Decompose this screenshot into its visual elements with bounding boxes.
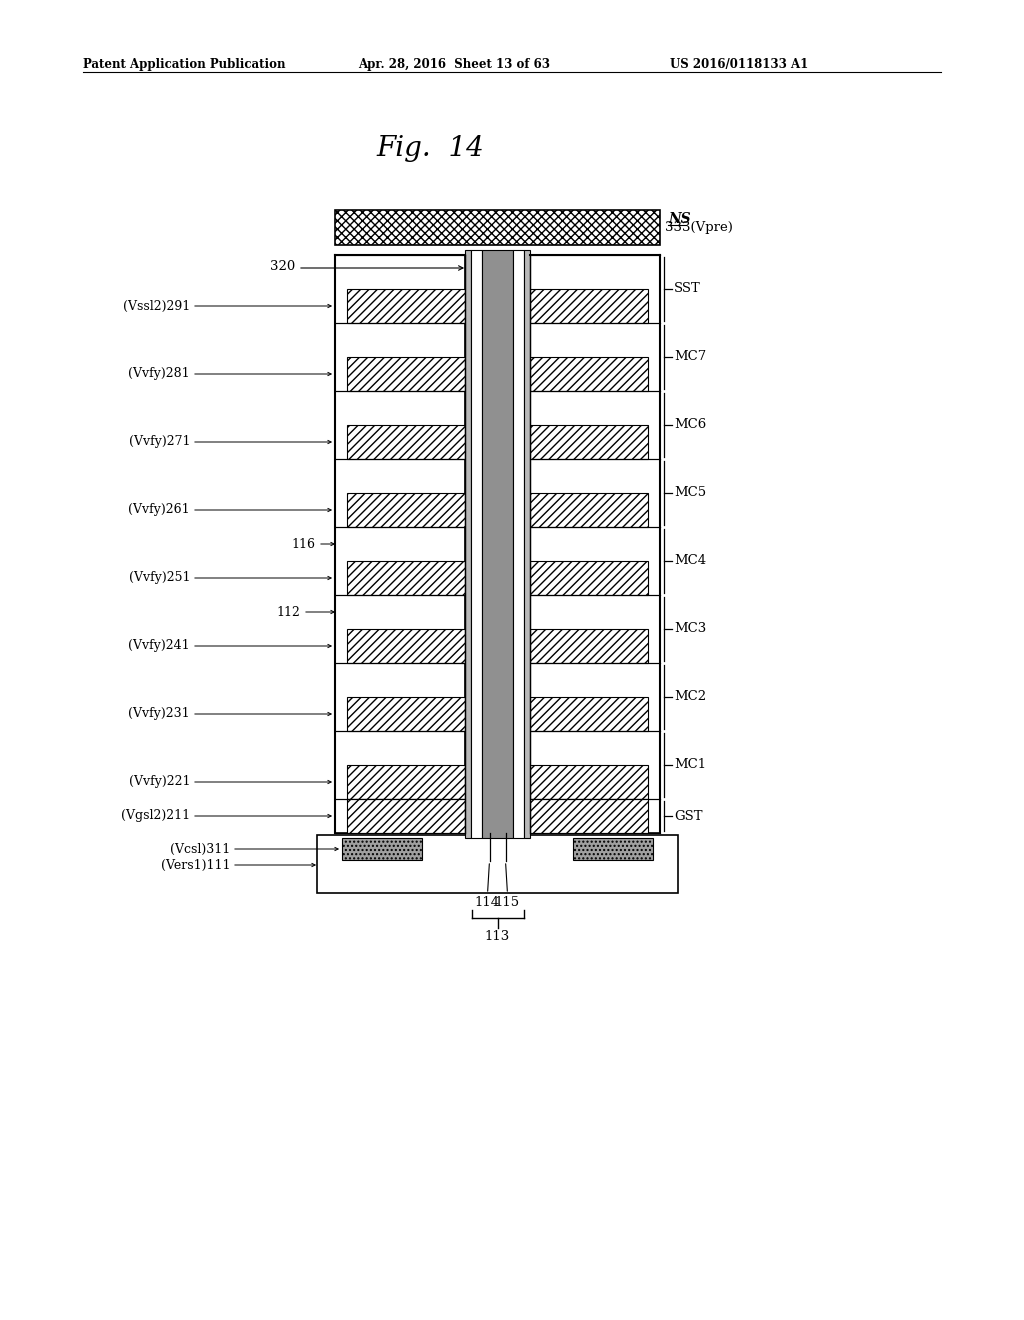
Text: MC6: MC6: [674, 418, 707, 432]
Bar: [347, 492, 465, 527]
Text: (Vvfy)231: (Vvfy)231: [128, 708, 190, 721]
Bar: [530, 425, 648, 459]
Bar: [530, 492, 648, 527]
Bar: [342, 838, 422, 861]
Text: 320: 320: [269, 260, 295, 273]
Text: Patent Application Publication: Patent Application Publication: [83, 58, 286, 71]
Text: MC3: MC3: [674, 623, 707, 635]
Bar: [347, 425, 465, 459]
Bar: [317, 836, 678, 894]
Bar: [530, 697, 648, 731]
Bar: [530, 799, 648, 833]
Text: NS: NS: [668, 213, 690, 226]
Bar: [347, 697, 465, 731]
Bar: [335, 210, 660, 246]
Bar: [513, 249, 524, 838]
Bar: [530, 356, 648, 391]
Bar: [347, 766, 465, 799]
Bar: [347, 356, 465, 391]
Bar: [465, 249, 471, 838]
Bar: [347, 799, 465, 833]
Bar: [530, 255, 660, 833]
Bar: [482, 249, 513, 838]
Bar: [530, 561, 648, 595]
Text: (Vvfy)221: (Vvfy)221: [128, 776, 190, 788]
Bar: [524, 249, 530, 838]
Bar: [347, 289, 465, 323]
Bar: [347, 561, 465, 595]
Text: 114: 114: [475, 896, 500, 909]
Text: (Vvfy)271: (Vvfy)271: [128, 436, 190, 449]
Text: (Vvfy)241: (Vvfy)241: [128, 639, 190, 652]
Text: MC5: MC5: [674, 487, 707, 499]
Bar: [347, 630, 465, 663]
Bar: [530, 289, 648, 323]
Text: MC2: MC2: [674, 690, 707, 704]
Text: 115: 115: [495, 896, 520, 909]
Text: MC7: MC7: [674, 351, 707, 363]
Text: 112: 112: [276, 606, 300, 619]
Text: GST: GST: [674, 809, 702, 822]
Bar: [471, 249, 482, 838]
Bar: [530, 630, 648, 663]
Text: (Vgsl2)211: (Vgsl2)211: [121, 809, 190, 822]
Text: (Vvfy)251: (Vvfy)251: [128, 572, 190, 585]
Bar: [335, 255, 465, 833]
Text: (Vssl2)291: (Vssl2)291: [123, 300, 190, 313]
Text: MC1: MC1: [674, 759, 707, 771]
Text: (Vvfy)261: (Vvfy)261: [128, 503, 190, 516]
Text: Apr. 28, 2016  Sheet 13 of 63: Apr. 28, 2016 Sheet 13 of 63: [358, 58, 550, 71]
Text: (Vvfy)281: (Vvfy)281: [128, 367, 190, 380]
Text: Fig.  14: Fig. 14: [376, 135, 484, 162]
Bar: [573, 838, 653, 861]
Text: 116: 116: [291, 537, 315, 550]
Text: (Vcsl)311: (Vcsl)311: [170, 842, 230, 855]
Text: SST: SST: [674, 282, 700, 296]
Text: 113: 113: [485, 931, 510, 942]
Text: US 2016/0118133 A1: US 2016/0118133 A1: [670, 58, 808, 71]
Text: (Vers1)111: (Vers1)111: [161, 858, 230, 871]
Text: 333(Vpre): 333(Vpre): [665, 220, 733, 234]
Text: MC4: MC4: [674, 554, 707, 568]
Bar: [530, 766, 648, 799]
